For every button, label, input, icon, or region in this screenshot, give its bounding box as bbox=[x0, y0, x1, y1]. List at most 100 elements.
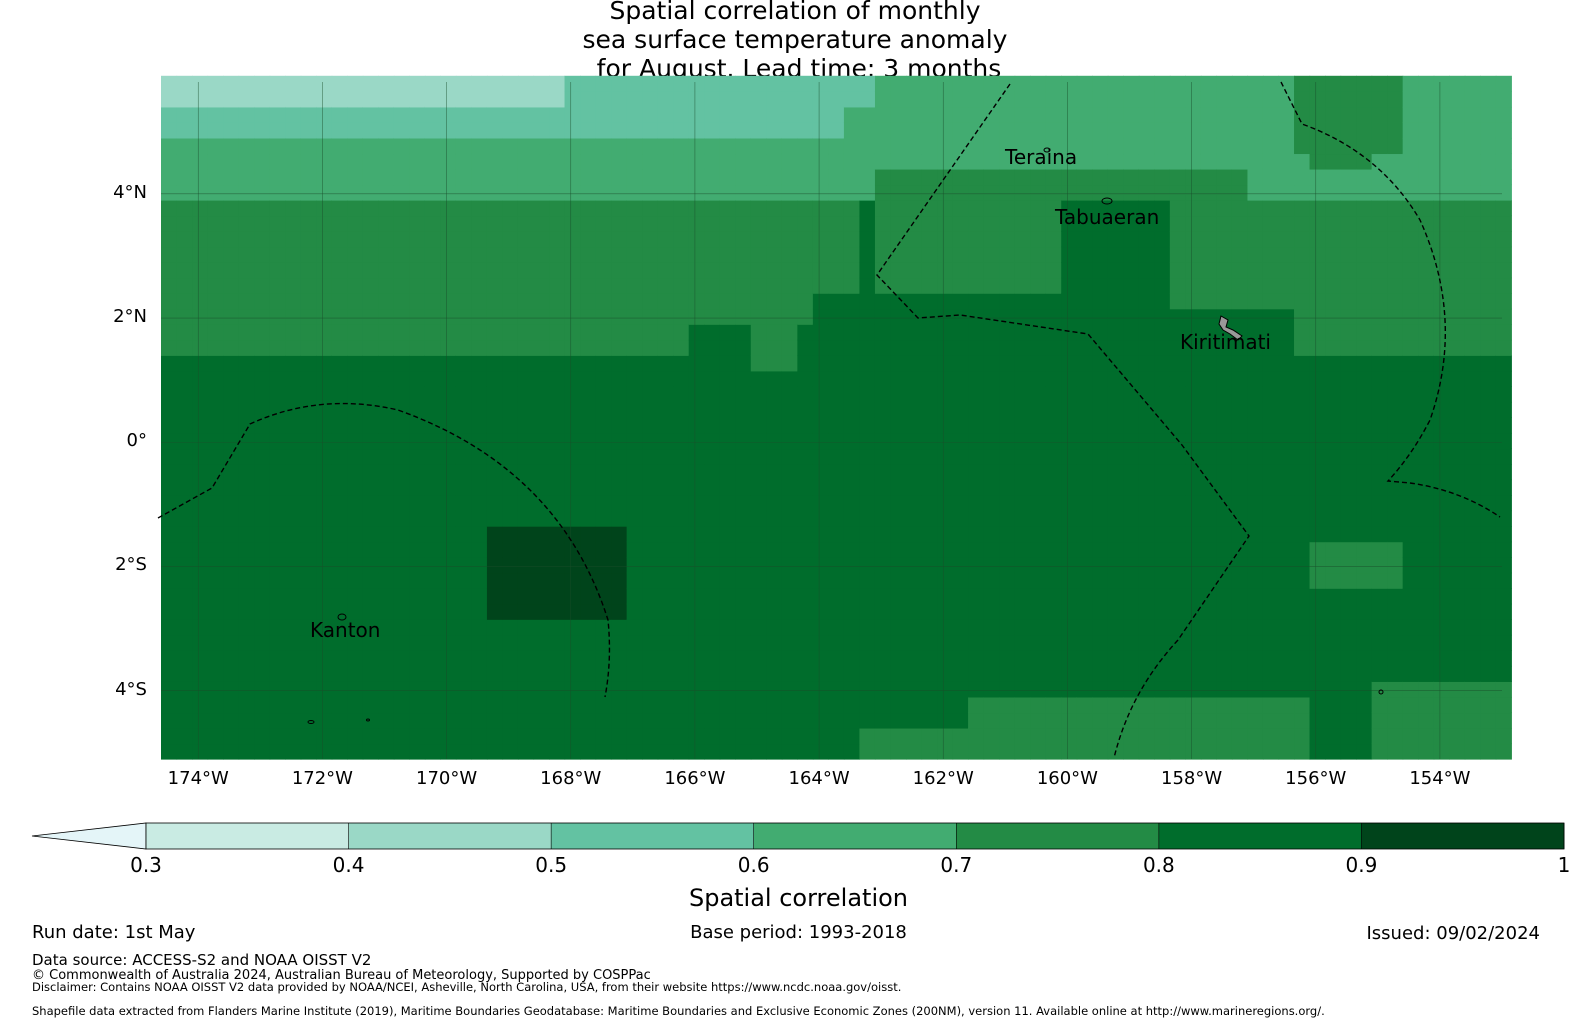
raster-cell bbox=[843, 665, 861, 682]
raster-cell bbox=[192, 681, 209, 698]
raster-cell bbox=[533, 432, 550, 450]
raster-cell bbox=[580, 432, 597, 450]
raster-cell bbox=[1433, 215, 1450, 232]
raster-cell bbox=[486, 231, 504, 248]
raster-cell bbox=[1123, 339, 1140, 356]
raster-cell bbox=[766, 308, 783, 325]
raster-cell bbox=[269, 339, 286, 356]
raster-cell bbox=[533, 75, 550, 92]
raster-cell bbox=[254, 324, 271, 341]
raster-cell bbox=[1418, 712, 1435, 729]
raster-cell bbox=[378, 743, 395, 760]
raster-cell bbox=[766, 681, 783, 698]
raster-cell bbox=[424, 448, 441, 465]
raster-cell bbox=[549, 650, 566, 667]
raster-cell bbox=[1014, 91, 1031, 108]
raster-cell bbox=[1123, 324, 1140, 341]
raster-cell bbox=[890, 479, 907, 496]
raster-cell bbox=[1185, 588, 1202, 605]
raster-cell bbox=[517, 137, 535, 155]
raster-cell bbox=[1340, 541, 1357, 558]
raster-cell bbox=[906, 324, 923, 341]
raster-cell bbox=[611, 681, 628, 698]
raster-cell bbox=[890, 712, 907, 729]
raster-cell bbox=[285, 696, 302, 714]
raster-cell bbox=[1138, 106, 1155, 123]
raster-cell bbox=[952, 401, 969, 418]
raster-cell bbox=[300, 106, 317, 123]
raster-cell bbox=[642, 696, 659, 714]
raster-cell bbox=[1495, 572, 1512, 589]
raster-cell bbox=[362, 215, 379, 232]
raster-cell bbox=[1061, 557, 1078, 574]
raster-cell bbox=[316, 510, 333, 527]
raster-cell bbox=[859, 215, 876, 232]
raster-cell bbox=[626, 634, 643, 651]
raster-cell bbox=[440, 603, 457, 620]
raster-cell bbox=[1200, 681, 1218, 698]
raster-cell bbox=[704, 681, 721, 698]
raster-cell bbox=[1464, 137, 1481, 155]
raster-cell bbox=[1449, 246, 1466, 263]
raster-cell bbox=[1387, 603, 1404, 620]
raster-cell bbox=[1061, 386, 1078, 403]
raster-cell bbox=[316, 432, 333, 450]
raster-cell bbox=[1092, 603, 1109, 620]
raster-cell bbox=[1464, 619, 1481, 636]
raster-cell bbox=[176, 184, 193, 201]
raster-cell bbox=[906, 293, 923, 310]
raster-cell bbox=[1278, 572, 1295, 589]
raster-cell bbox=[517, 541, 535, 558]
raster-cell bbox=[393, 541, 410, 558]
raster-cell bbox=[1014, 122, 1031, 139]
raster-cell bbox=[409, 743, 426, 760]
raster-cell bbox=[704, 603, 721, 620]
raster-cell bbox=[781, 153, 798, 170]
raster-cell bbox=[611, 619, 628, 636]
raster-cell bbox=[1061, 526, 1078, 543]
raster-cell bbox=[1433, 106, 1450, 123]
raster-cell bbox=[486, 401, 504, 418]
raster-cell bbox=[704, 106, 721, 123]
raster-cell bbox=[378, 681, 395, 698]
raster-cell bbox=[1169, 168, 1186, 186]
raster-cell bbox=[1200, 106, 1218, 123]
raster-cell bbox=[1061, 75, 1078, 92]
raster-cell bbox=[766, 231, 783, 248]
tabuaeran-shape bbox=[1101, 197, 1113, 205]
raster-cell bbox=[1154, 262, 1171, 279]
raster-cell bbox=[797, 727, 814, 745]
raster-cell bbox=[642, 417, 659, 434]
raster-cell bbox=[1402, 743, 1419, 760]
raster-cell bbox=[316, 572, 333, 589]
raster-cell bbox=[859, 479, 876, 496]
raster-cell bbox=[238, 463, 255, 481]
raster-cell bbox=[968, 153, 985, 170]
raster-cell bbox=[843, 122, 861, 139]
raster-cell bbox=[657, 417, 674, 434]
raster-cell bbox=[285, 681, 302, 698]
raster-cell bbox=[595, 370, 612, 387]
raster-cell bbox=[843, 743, 861, 760]
raster-cell bbox=[673, 246, 690, 263]
raster-cell bbox=[1402, 572, 1419, 589]
raster-cell bbox=[1464, 495, 1481, 512]
raster-cell bbox=[797, 541, 814, 558]
raster-cell bbox=[1138, 510, 1155, 527]
raster-cell bbox=[874, 106, 892, 123]
raster-cell bbox=[409, 106, 426, 123]
raster-cell bbox=[269, 712, 286, 729]
raster-cell bbox=[1294, 153, 1311, 170]
raster-cell bbox=[223, 339, 240, 356]
raster-cell bbox=[999, 215, 1016, 232]
raster-cell bbox=[533, 712, 550, 729]
raster-cell bbox=[347, 91, 364, 108]
raster-cell bbox=[1480, 743, 1497, 760]
raster-cell bbox=[393, 370, 410, 387]
raster-cell bbox=[176, 401, 193, 418]
raster-cell bbox=[1154, 293, 1171, 310]
raster-cell bbox=[300, 696, 317, 714]
raster-cell bbox=[1278, 541, 1295, 558]
raster-cell bbox=[1138, 184, 1155, 201]
